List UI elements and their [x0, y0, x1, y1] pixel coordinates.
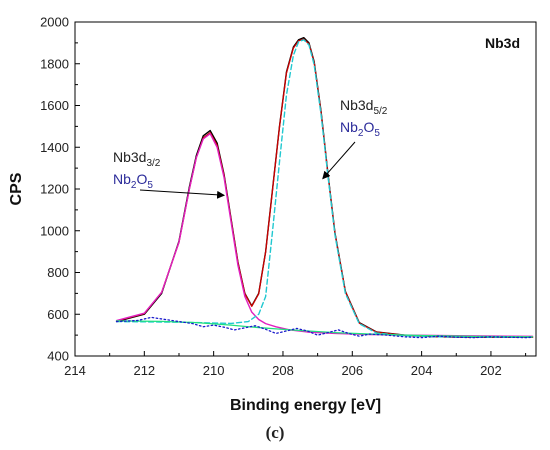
annotation-line2: Nb2O5: [340, 119, 380, 139]
x-tick-label: 208: [272, 363, 294, 378]
x-tick-label: 202: [480, 363, 502, 378]
annotation-arrow: [139, 189, 226, 199]
series-line-background-4: [115, 320, 534, 338]
series-line-residual-5: [115, 316, 534, 339]
series-line-fit-component-3: [115, 39, 534, 338]
x-axis-title: Binding energy [eV]: [230, 397, 381, 414]
panel-label: Nb3d: [485, 35, 520, 51]
series-line-measured-0: [115, 36, 534, 338]
x-tick-label: 214: [64, 363, 86, 378]
series-line-fit-component-2: [115, 132, 534, 338]
y-tick-label: 1400: [40, 140, 69, 155]
annotation-line2: Nb2O5: [113, 171, 153, 191]
figure-caption: (c): [266, 423, 285, 442]
annotation-arrow: [322, 141, 356, 180]
x-tick-label: 206: [341, 363, 363, 378]
y-tick-label: 1000: [40, 223, 69, 238]
x-tick-label: 210: [203, 363, 225, 378]
annotation-line1: Nb3d3/2: [113, 149, 161, 169]
series-layer: [115, 36, 534, 339]
y-tick-label: 2000: [40, 15, 69, 30]
x-axis-ticks: 214212210208206204202200: [64, 351, 550, 378]
y-tick-label: 1200: [40, 182, 69, 197]
y-tick-label: 1800: [40, 56, 69, 71]
y-tick-label: 800: [47, 265, 69, 280]
y-tick-label: 400: [47, 349, 69, 364]
series-line-envelope-1: [115, 38, 534, 338]
y-axis-title: CPS: [8, 172, 25, 205]
x-tick-label: 212: [133, 363, 155, 378]
x-tick-label: 204: [411, 363, 433, 378]
y-tick-label: 1600: [40, 98, 69, 113]
annotation-line1: Nb3d5/2: [340, 97, 388, 117]
y-tick-label: 600: [47, 307, 69, 322]
y-axis-ticks: 400 600 800 1000 1200 1400 1600 1800 2000: [40, 15, 80, 364]
plot-frame: [74, 21, 537, 357]
